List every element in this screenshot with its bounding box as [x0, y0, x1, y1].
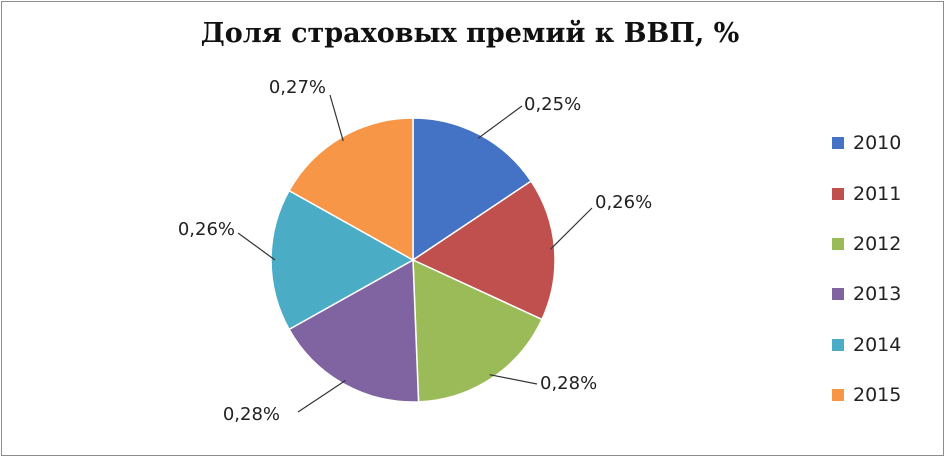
legend-label: 2013 — [853, 283, 902, 306]
legend-item-2013: 2013 — [832, 269, 932, 319]
data-label-2015: 0,27% — [269, 77, 326, 98]
data-labels: 0,25% 0,26% 0,28% 0,28% 0,26% 0,27% — [178, 77, 652, 425]
legend-swatch — [832, 389, 844, 402]
data-label-2012: 0,28% — [540, 373, 597, 394]
legend-swatch — [832, 137, 844, 150]
pie-slice-2013 — [288, 258, 420, 403]
pie-slice-2011 — [411, 180, 556, 321]
legend-item-2015: 2015 — [832, 370, 932, 420]
data-label-2014: 0,26% — [178, 219, 235, 240]
legend: 2010 2011 2012 2013 2014 2015 — [832, 118, 932, 420]
legend-swatch — [832, 288, 844, 301]
pie-slice-2015 — [288, 117, 414, 262]
legend-label: 2015 — [853, 384, 902, 407]
legend-label: 2011 — [853, 182, 902, 205]
leader-line-2012 — [489, 374, 538, 385]
data-label-2010: 0,25% — [524, 94, 581, 115]
leader-line-2014 — [237, 232, 276, 261]
leader-line-2015 — [329, 94, 344, 142]
chart-title: Доля страховых премий к ВВП, % — [200, 18, 740, 49]
legend-item-2011: 2011 — [832, 168, 932, 218]
legend-item-2012: 2012 — [832, 219, 932, 269]
data-label-2013: 0,28% — [223, 404, 280, 425]
leader-line-2013 — [297, 379, 346, 413]
legend-item-2010: 2010 — [832, 118, 932, 168]
legend-swatch — [832, 338, 844, 351]
legend-swatch — [832, 237, 844, 250]
legend-item-2014: 2014 — [832, 320, 932, 370]
data-label-2011: 0,26% — [595, 192, 652, 213]
legend-label: 2014 — [853, 333, 902, 356]
pie-slice-2012 — [412, 258, 543, 403]
leader-line-2010 — [477, 105, 523, 139]
leader-lines — [237, 94, 593, 413]
legend-label: 2010 — [853, 132, 902, 155]
leader-line-2011 — [550, 207, 593, 250]
pie-slice-2014 — [270, 189, 415, 331]
pie-slice-2010 — [412, 117, 533, 262]
pie-slices — [270, 117, 556, 403]
legend-swatch — [832, 187, 844, 200]
legend-label: 2012 — [853, 232, 902, 255]
